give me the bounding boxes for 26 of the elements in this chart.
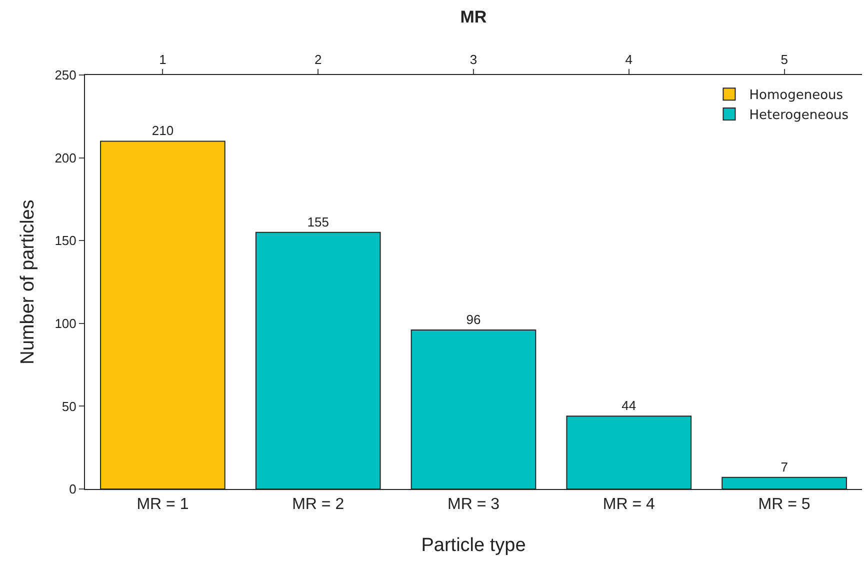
y-tick-label: 50 <box>62 398 76 414</box>
legend-label: Homogeneous <box>749 88 844 104</box>
data-label: 7 <box>780 459 788 474</box>
y-tick-label: 250 <box>54 68 76 83</box>
x2-tick-label: 2 <box>314 52 322 67</box>
data-label: 96 <box>466 312 481 328</box>
data-label: 155 <box>307 214 329 230</box>
x-tick-label: MR = 2 <box>292 496 344 514</box>
data-label: 210 <box>152 123 174 138</box>
y-axis-title: Number of particles <box>18 200 39 364</box>
x2-tick-label: 3 <box>470 52 478 67</box>
x2-tick-label: 4 <box>625 52 633 67</box>
legend-label: Heterogeneous <box>749 108 849 124</box>
x2-axis-title: MR <box>460 8 487 26</box>
x-tick-label: MR = 4 <box>602 496 656 514</box>
y-tick-label: 150 <box>54 233 76 248</box>
data-label: 44 <box>622 398 636 414</box>
x-tick-label: MR = 1 <box>136 496 189 514</box>
y-tick-label: 100 <box>54 316 76 331</box>
y-tick-label: 0 <box>69 482 76 497</box>
y-tick-label: 200 <box>54 150 76 166</box>
x2-tick-label: 1 <box>159 52 166 67</box>
x-axis-title: Particle type <box>421 535 526 556</box>
x2-tick-label: 5 <box>780 52 788 67</box>
x-tick-label: MR = 5 <box>758 496 810 514</box>
x-tick-label: MR = 3 <box>447 496 500 514</box>
